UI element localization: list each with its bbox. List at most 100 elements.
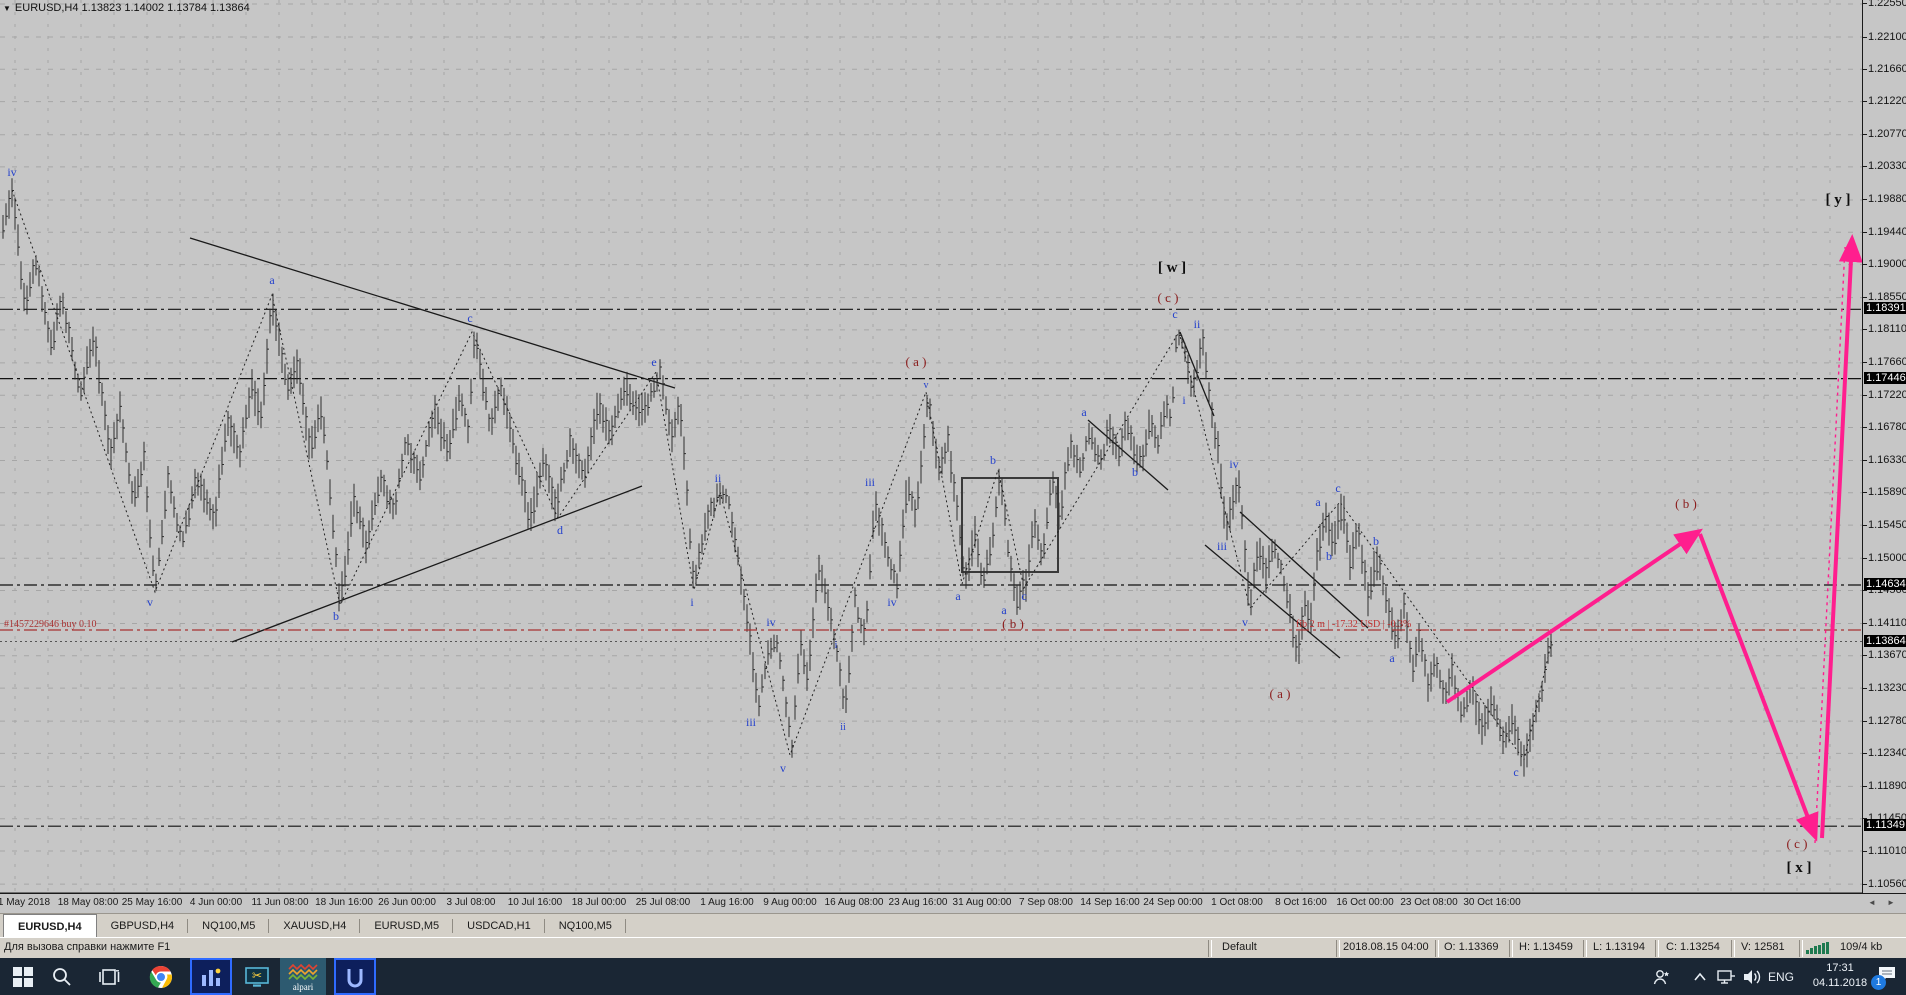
snipping-tool-button[interactable]: ✂ xyxy=(240,958,274,995)
wave-label[interactable]: i xyxy=(835,640,838,651)
price-level-tag: 1.13864 xyxy=(1864,635,1906,647)
wave-label[interactable]: ( a ) xyxy=(1270,686,1291,701)
consolidation-box[interactable] xyxy=(961,477,1059,573)
trendline[interactable] xyxy=(1239,511,1369,629)
order-line-label: #1457229646 buy 0.10 xyxy=(4,619,97,630)
wave-label[interactable]: ( b ) xyxy=(1675,496,1697,511)
trendline[interactable] xyxy=(1087,419,1169,491)
start-button[interactable] xyxy=(8,958,38,995)
projection-arrow[interactable] xyxy=(1820,234,1863,839)
wave-label[interactable]: a xyxy=(955,589,961,603)
chart-tab[interactable]: USDCAD,H1 xyxy=(453,914,545,938)
wave-label[interactable]: iii xyxy=(1217,539,1228,553)
wave-label[interactable]: c xyxy=(467,311,472,325)
time-tick-label: 26 Jun 00:00 xyxy=(378,897,436,908)
chart-tab[interactable]: XAUUSD,H4 xyxy=(269,914,361,938)
price-tick-label: 1.21660 xyxy=(1863,63,1906,75)
status-separator xyxy=(1208,940,1212,957)
wave-label[interactable]: v xyxy=(147,595,153,609)
chart-tab[interactable]: NQ100,M5 xyxy=(188,914,270,938)
tray-expand-button[interactable] xyxy=(1688,958,1712,995)
price-tick-label: 1.22100 xyxy=(1863,31,1906,43)
wave-label[interactable]: b xyxy=(1373,534,1379,548)
alpari-app-button[interactable]: alpari xyxy=(280,958,326,995)
wave-label[interactable]: ( b ) xyxy=(1002,616,1024,631)
symbol-dropdown-icon[interactable]: ▼ xyxy=(3,4,11,13)
time-tick-label: 30 Oct 16:00 xyxy=(1463,897,1521,908)
language-indicator[interactable]: ENG xyxy=(1767,969,1794,984)
wave-label[interactable]: d xyxy=(557,523,563,537)
network-tray-button[interactable] xyxy=(1712,958,1740,995)
wave-label[interactable]: iv xyxy=(7,165,16,179)
wave-label[interactable]: a xyxy=(1081,405,1087,419)
wave-label[interactable]: ii xyxy=(715,471,722,485)
wave-label[interactable]: a xyxy=(1315,495,1321,509)
wave-label[interactable]: b xyxy=(990,453,996,467)
time-tick-label: 18 Jun 16:00 xyxy=(315,897,373,908)
time-axis[interactable]: ◄ ► 1 May 2018 18 May 08:00 25 May 16:00 4 … xyxy=(0,893,1906,914)
price-tick-label: 1.11890 xyxy=(1863,780,1906,792)
action-center-button[interactable]: 1 xyxy=(1871,958,1902,995)
time-tick-label: 18 May 08:00 xyxy=(57,897,119,908)
chrome-taskbar-button[interactable] xyxy=(144,958,178,995)
wave-label[interactable]: c xyxy=(1335,481,1340,495)
wave-label[interactable]: iii xyxy=(865,475,876,489)
chart-tab[interactable]: GBPUSD,H4 xyxy=(97,914,189,938)
price-scale[interactable]: 1.22550 1.22100 1.21660 1.21220 1.20770 1.203… xyxy=(1862,0,1906,893)
wave-label[interactable]: i xyxy=(1182,393,1186,407)
trendline[interactable] xyxy=(1204,544,1341,659)
wave-label[interactable]: b xyxy=(333,609,339,623)
wave-label[interactable]: v xyxy=(924,380,929,391)
wave-label[interactable]: a xyxy=(269,273,275,287)
wave-label[interactable]: v xyxy=(1242,615,1248,629)
price-chart[interactable]: #1457229646 buy 0.10 fib 2 m | -17.32 USD… xyxy=(0,0,1906,895)
wave-label[interactable]: c xyxy=(1172,307,1177,321)
wave-label[interactable]: [ x ] xyxy=(1787,860,1812,876)
wave-label[interactable]: iv xyxy=(1229,457,1238,471)
time-tick-label: 7 Sep 08:00 xyxy=(1019,897,1073,908)
price-tick-label: 1.12780 xyxy=(1863,715,1906,727)
chart-tab[interactable]: NQ100,M5 xyxy=(545,914,627,938)
metatrader-app-button-1[interactable] xyxy=(190,958,232,995)
tab-scroll-left-icon[interactable]: ◄ xyxy=(1868,898,1876,907)
wave-label[interactable]: b xyxy=(1326,549,1332,563)
wave-label[interactable]: e xyxy=(651,355,656,369)
wave-label[interactable]: b xyxy=(1132,465,1138,479)
volume-tray-button[interactable] xyxy=(1738,958,1766,995)
wave-label[interactable]: iii xyxy=(746,715,757,729)
taskbar-search-button[interactable] xyxy=(46,958,78,995)
wave-label[interactable]: iv xyxy=(887,595,896,609)
wave-label[interactable]: a xyxy=(1001,603,1007,617)
wave-label[interactable]: ( c ) xyxy=(1158,290,1179,305)
trendline[interactable] xyxy=(189,237,676,389)
price-tick-label: 1.12340 xyxy=(1863,747,1906,759)
projection-arrow[interactable] xyxy=(1698,533,1819,842)
people-tray-button[interactable] xyxy=(1648,958,1676,995)
trendline[interactable] xyxy=(231,485,643,643)
taskbar-clock[interactable]: 17:31 04.11.2018 xyxy=(1800,961,1880,991)
wave-label[interactable]: i xyxy=(690,595,694,609)
wave-label[interactable]: iv xyxy=(766,615,775,629)
wave-label[interactable]: v xyxy=(780,761,786,775)
task-view-button[interactable] xyxy=(94,958,126,995)
status-segment: Default xyxy=(1222,941,1257,953)
wave-label[interactable]: ( a ) xyxy=(906,354,927,369)
wave-label[interactable]: [ w ] xyxy=(1158,260,1186,276)
screenshot-tool-icon: ✂ xyxy=(245,966,269,987)
wave-label[interactable]: ( c ) xyxy=(1787,836,1808,851)
tab-scroll-right-icon[interactable]: ► xyxy=(1887,898,1895,907)
projection-arrow[interactable] xyxy=(1445,528,1703,704)
chart-tab[interactable]: EURUSD,H4 xyxy=(3,914,97,938)
wave-label[interactable]: a xyxy=(1389,651,1395,665)
chart-area[interactable]: #1457229646 buy 0.10 fib 2 m | -17.32 USD… xyxy=(0,0,1906,895)
wave-label[interactable]: ii xyxy=(840,722,846,733)
time-tick-label: 14 Sep 16:00 xyxy=(1080,897,1140,908)
wave-label[interactable]: c xyxy=(1021,589,1026,603)
chart-tab[interactable]: EURUSD,M5 xyxy=(360,914,453,938)
wave-label[interactable]: [ y ] xyxy=(1826,192,1851,208)
status-help-text: Для вызова справки нажмите F1 xyxy=(4,941,171,953)
projection-dotted-line[interactable] xyxy=(1814,246,1846,844)
metatrader-app-button-2[interactable] xyxy=(334,958,376,995)
wave-label[interactable]: ii xyxy=(1194,317,1201,331)
wave-label[interactable]: c xyxy=(1513,765,1518,779)
